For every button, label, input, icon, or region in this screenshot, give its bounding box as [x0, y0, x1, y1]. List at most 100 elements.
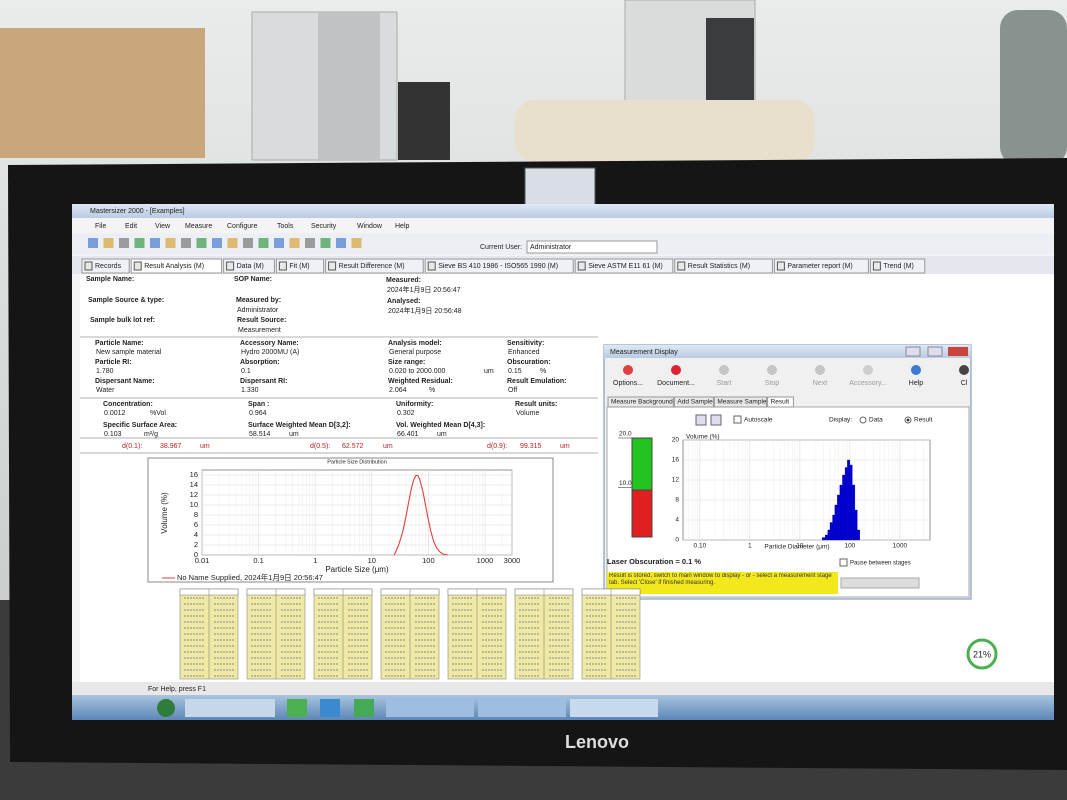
- param-value: 0.020 to 2000.000: [389, 368, 446, 375]
- toolbar-icon[interactable]: [165, 238, 176, 248]
- toolbar-icon[interactable]: [88, 238, 98, 248]
- task-icon[interactable]: [320, 699, 340, 717]
- tab[interactable]: [773, 258, 869, 274]
- toolbar-button[interactable]: Next: [813, 380, 827, 387]
- tab[interactable]: [674, 258, 773, 274]
- toolbar-button[interactable]: Start: [717, 380, 732, 387]
- menu-item[interactable]: File: [95, 223, 106, 230]
- cpu-widget[interactable]: [966, 638, 998, 670]
- tab-label[interactable]: Result Statistics (M): [688, 263, 750, 270]
- tab-label[interactable]: Records: [95, 263, 122, 270]
- toolbar-icon[interactable]: [119, 238, 129, 248]
- dialog-tab[interactable]: [713, 396, 768, 408]
- toolbar-button[interactable]: Options...: [613, 380, 643, 387]
- task-icon[interactable]: [287, 699, 307, 717]
- tab-label[interactable]: Result Analysis (M): [144, 263, 204, 270]
- toolbar-icon[interactable]: [181, 238, 191, 248]
- percentile-value: 38.967: [160, 443, 182, 450]
- tab[interactable]: [223, 258, 275, 274]
- menu-item[interactable]: Window: [357, 223, 383, 230]
- scroll-down[interactable]: [710, 414, 722, 426]
- toolbar-icon[interactable]: [243, 238, 253, 248]
- toolbar-icon[interactable]: [150, 238, 160, 248]
- task-button[interactable]: [386, 699, 474, 717]
- y-tick-label: 0: [675, 537, 679, 544]
- toolbar-icon[interactable]: [258, 238, 269, 248]
- task-button[interactable]: [185, 699, 275, 717]
- dialog-tab-label[interactable]: Measure Sample: [717, 399, 767, 406]
- radio-data[interactable]: [859, 416, 867, 424]
- toolbar-icon[interactable]: [274, 238, 284, 248]
- tab[interactable]: [574, 258, 674, 274]
- button-icon[interactable]: [623, 365, 633, 375]
- menu-item[interactable]: View: [155, 223, 171, 230]
- dialog-tab-label[interactable]: Add Sample: [677, 399, 713, 406]
- toolbar-icon[interactable]: [336, 238, 346, 248]
- close[interactable]: [948, 347, 968, 356]
- tab[interactable]: [424, 258, 574, 274]
- percentile-value: 62.572: [342, 443, 364, 450]
- toolbar-button[interactable]: Stop: [765, 380, 780, 387]
- toolbar-button[interactable]: Cl: [961, 380, 968, 387]
- button-icon[interactable]: [863, 365, 873, 375]
- tab-label[interactable]: Data (M): [237, 263, 264, 270]
- toolbar-icon[interactable]: [320, 238, 331, 248]
- tab-label[interactable]: Sieve BS 410 1986 - ISO565 1990 (M): [438, 263, 558, 270]
- toolbar-icon[interactable]: [289, 238, 300, 248]
- toolbar-icon[interactable]: [103, 238, 114, 248]
- tab-label[interactable]: Sieve ASTM E11 61 (M): [588, 263, 663, 270]
- tab-icon: [278, 261, 287, 271]
- menu-item[interactable]: Security: [311, 223, 337, 230]
- button-icon[interactable]: [815, 365, 825, 375]
- task-icon[interactable]: [354, 699, 374, 717]
- button-icon[interactable]: [767, 365, 777, 375]
- param-value: Enhanced: [508, 349, 540, 356]
- maximize[interactable]: [927, 346, 943, 357]
- minimize[interactable]: [905, 346, 921, 357]
- tab-label[interactable]: Result Difference (M): [339, 263, 405, 270]
- tab[interactable]: [81, 258, 130, 274]
- task-button[interactable]: [478, 699, 566, 717]
- toolbar-icon[interactable]: [227, 238, 238, 248]
- toolbar-button[interactable]: Help: [909, 380, 924, 387]
- tab-icon: [328, 261, 337, 271]
- tab[interactable]: [130, 258, 223, 274]
- toolbar-icon[interactable]: [212, 238, 222, 248]
- toolbar-icon[interactable]: [351, 238, 362, 248]
- toolbar-icon[interactable]: [196, 238, 207, 248]
- tab[interactable]: [869, 258, 926, 274]
- menu-item[interactable]: Configure: [227, 223, 257, 230]
- toolbar-button[interactable]: Accessory...: [849, 380, 887, 387]
- toolbar-button[interactable]: Document...: [657, 380, 695, 387]
- button-icon[interactable]: [911, 365, 921, 375]
- pause-checkbox[interactable]: [839, 558, 848, 567]
- toolbar-icon[interactable]: [305, 238, 315, 248]
- dialog-tab-label[interactable]: Result: [771, 399, 790, 406]
- start-button[interactable]: [157, 699, 175, 717]
- message-box: [607, 572, 838, 594]
- menu-item[interactable]: Edit: [125, 223, 137, 230]
- dialog-tab[interactable]: [607, 396, 674, 408]
- tab-label[interactable]: Fit (M): [289, 263, 309, 270]
- button-icon[interactable]: [719, 365, 729, 375]
- tab[interactable]: [325, 258, 424, 274]
- autoscale-checkbox[interactable]: [733, 415, 742, 424]
- dialog-tab[interactable]: [767, 396, 794, 408]
- param-label: Sensitivity:: [507, 340, 544, 347]
- button-icon[interactable]: [959, 365, 969, 375]
- tab[interactable]: [275, 258, 325, 274]
- menu-item[interactable]: Help: [395, 223, 410, 230]
- scroll-up[interactable]: [695, 414, 707, 426]
- tab-label[interactable]: Parameter report (M): [787, 263, 852, 270]
- toolbar-icon[interactable]: [134, 238, 145, 248]
- pause-label: Pause between stages: [850, 561, 911, 567]
- button-icon[interactable]: [671, 365, 681, 375]
- tab-label[interactable]: Trend (M): [883, 263, 913, 270]
- menu-item[interactable]: Tools: [277, 223, 294, 230]
- menu-item[interactable]: Measure: [185, 223, 212, 230]
- dialog-tab[interactable]: [673, 396, 714, 408]
- task-button[interactable]: [570, 699, 658, 717]
- display-option[interactable]: Result: [914, 417, 933, 424]
- dialog-tab-label[interactable]: Measure Background: [611, 399, 673, 406]
- display-option[interactable]: Data: [869, 417, 883, 424]
